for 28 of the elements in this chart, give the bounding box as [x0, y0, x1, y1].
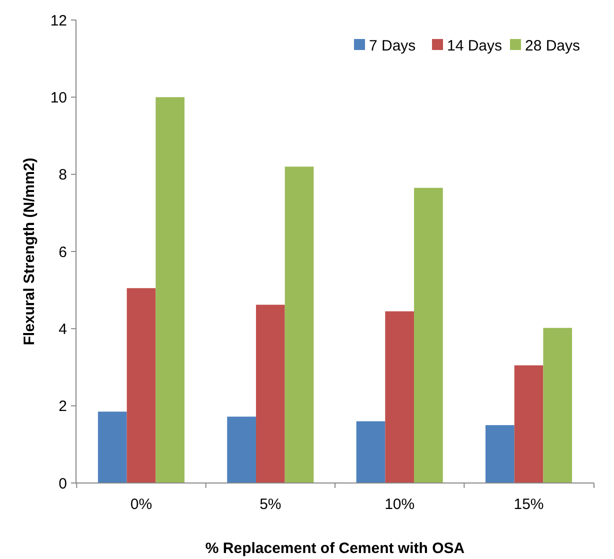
y-tick-label: 6	[58, 244, 67, 261]
bar	[485, 425, 514, 483]
legend-label: 7 Days	[369, 37, 416, 54]
y-tick-label: 0	[58, 475, 67, 492]
bar	[356, 421, 386, 483]
bar	[227, 416, 256, 483]
x-axis-title: % Replacement of Cement with OSA	[205, 540, 465, 557]
y-tick-label: 4	[58, 320, 67, 338]
bar	[385, 311, 414, 483]
bar	[98, 412, 127, 483]
bar	[414, 188, 443, 483]
x-tick-label: 5%	[260, 496, 282, 513]
bar	[514, 365, 544, 483]
bar	[543, 328, 572, 483]
y-tick-label: 2	[58, 398, 67, 416]
y-tick-label: 10	[50, 89, 67, 106]
y-tick-label: 12	[50, 12, 67, 30]
bar	[284, 166, 314, 483]
x-tick-label: 0%	[130, 496, 152, 513]
bar	[256, 304, 285, 483]
bar	[126, 288, 156, 483]
x-tick-label: 10%	[384, 496, 415, 513]
legend-label: 28 Days	[525, 37, 580, 54]
bar	[156, 97, 185, 483]
x-tick-label: 15%	[514, 496, 544, 513]
y-axis-title: Flexural Strength (N/mm2)	[21, 158, 38, 346]
y-tick-label: 8	[58, 166, 67, 184]
legend-label: 14 Days	[447, 37, 502, 54]
